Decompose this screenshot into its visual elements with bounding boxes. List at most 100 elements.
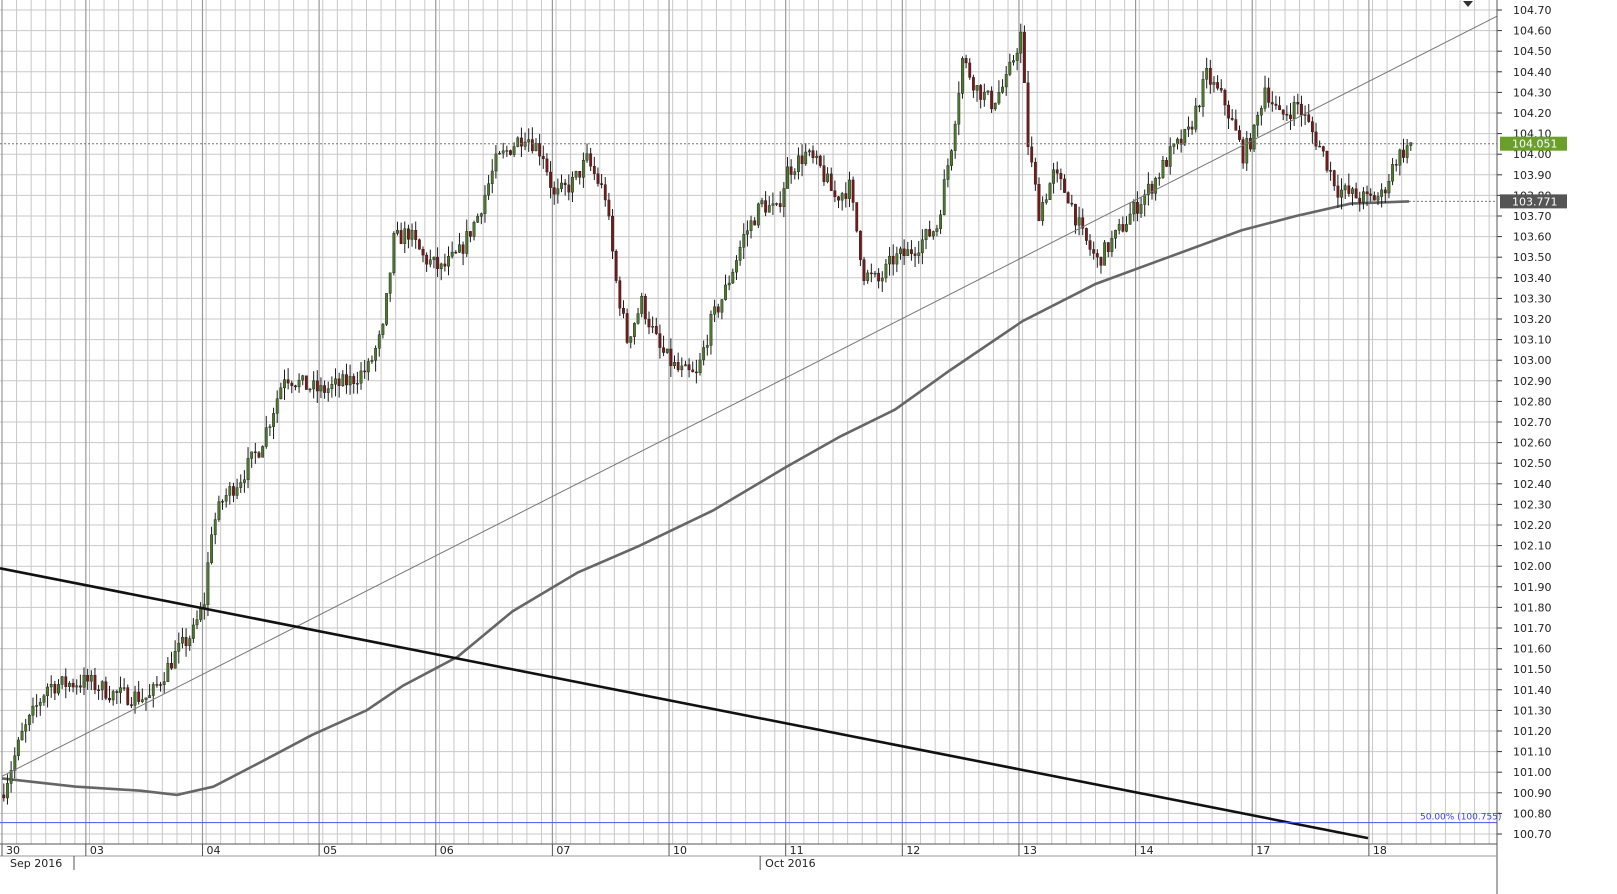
candle-body	[140, 699, 144, 702]
candle-body	[294, 385, 297, 388]
y-tick-label: 104.20	[1513, 107, 1552, 120]
candle-body	[257, 452, 261, 458]
candle-body	[877, 272, 881, 282]
candle-body	[1136, 202, 1139, 214]
candle-body	[1125, 224, 1128, 232]
candle-body	[184, 637, 188, 647]
candle-body	[596, 173, 600, 184]
candle-body	[439, 263, 443, 270]
candle-body	[1292, 101, 1296, 119]
candle-body	[851, 179, 855, 203]
candle-body	[829, 173, 833, 191]
candle-body	[472, 222, 476, 237]
last-price-tag	[1500, 136, 1567, 151]
candle-body	[753, 220, 757, 226]
candle-body	[917, 252, 921, 256]
candle-body	[756, 203, 760, 226]
candle-body	[1216, 82, 1220, 89]
y-tick-label: 102.40	[1513, 478, 1552, 491]
candle-body	[1128, 213, 1132, 225]
y-tick-label: 102.80	[1513, 395, 1552, 408]
candle-body	[1066, 192, 1070, 204]
candle-body	[1037, 184, 1041, 222]
candle-body	[388, 272, 392, 294]
candle-body	[494, 153, 498, 172]
candle-body	[990, 90, 994, 110]
candle-body	[275, 398, 279, 414]
candle-body	[436, 256, 439, 270]
candle-body	[902, 248, 906, 256]
candle-body	[501, 150, 505, 154]
x-tick-label: 12	[906, 844, 920, 857]
candle-body	[421, 249, 425, 256]
candle-body	[334, 378, 337, 385]
candle-body	[862, 259, 866, 281]
candle-body	[1402, 149, 1405, 158]
candle-body	[680, 365, 684, 371]
candle-body	[1161, 160, 1165, 178]
candle-body	[662, 347, 665, 353]
candle-body	[1263, 87, 1267, 109]
candle-body	[119, 687, 122, 693]
candle-body	[786, 166, 789, 189]
y-tick-label: 102.20	[1513, 519, 1552, 532]
candle-body	[1110, 238, 1114, 252]
candle-body	[636, 313, 640, 324]
candle-body	[279, 387, 283, 399]
candle-body	[1132, 202, 1136, 215]
candle-body	[425, 254, 429, 265]
candle-body	[1267, 87, 1271, 103]
candle-body	[1274, 103, 1278, 106]
candle-body	[75, 685, 79, 688]
candle-body	[906, 249, 910, 256]
candle-body	[1405, 145, 1409, 158]
candle-body	[1358, 197, 1362, 203]
y-tick-label: 102.70	[1513, 416, 1552, 429]
candle-body	[170, 662, 173, 669]
candle-body	[979, 85, 983, 100]
y-tick-label: 100.80	[1513, 807, 1552, 820]
candle-body	[181, 637, 184, 644]
candle-body	[1114, 229, 1117, 239]
candle-body	[1223, 90, 1227, 106]
y-tick-label: 104.70	[1513, 4, 1552, 17]
candle-body	[512, 146, 516, 155]
candle-body	[432, 256, 436, 260]
candle-body	[82, 675, 86, 688]
candle-body	[727, 282, 731, 286]
candle-body	[1081, 217, 1085, 229]
candle-body	[188, 638, 192, 647]
candle-body	[1205, 68, 1209, 80]
candle-body	[228, 486, 232, 496]
candle-body	[1383, 189, 1387, 194]
candle-body	[640, 296, 644, 314]
candle-body	[1084, 228, 1088, 241]
candle-body	[633, 323, 636, 337]
candle-body	[1245, 138, 1249, 164]
y-tick-label: 104.50	[1513, 45, 1552, 58]
candle-body	[235, 487, 239, 496]
candle-body	[381, 324, 385, 335]
candle-body	[1391, 164, 1394, 182]
candle-body	[42, 695, 46, 703]
candle-body	[953, 123, 957, 151]
candle-body	[957, 93, 961, 125]
candle-body	[1376, 196, 1380, 201]
candle-body	[625, 313, 629, 343]
rising-trendline	[1, 15, 1498, 777]
candle-body	[866, 272, 870, 281]
candle-body	[242, 479, 246, 483]
candle-body	[9, 770, 13, 784]
x-tick-label: 14	[1140, 844, 1154, 857]
candle-body	[950, 150, 953, 166]
candle-body	[742, 234, 746, 248]
candle-body	[337, 378, 341, 387]
candle-body	[213, 519, 217, 535]
candle-body	[461, 244, 465, 254]
candle-body	[1303, 114, 1307, 116]
y-tick-label: 101.50	[1513, 663, 1552, 676]
candle-body	[1343, 185, 1347, 191]
candle-body	[86, 675, 90, 682]
candle-body	[778, 203, 782, 207]
x-tick-label: 05	[323, 844, 337, 857]
